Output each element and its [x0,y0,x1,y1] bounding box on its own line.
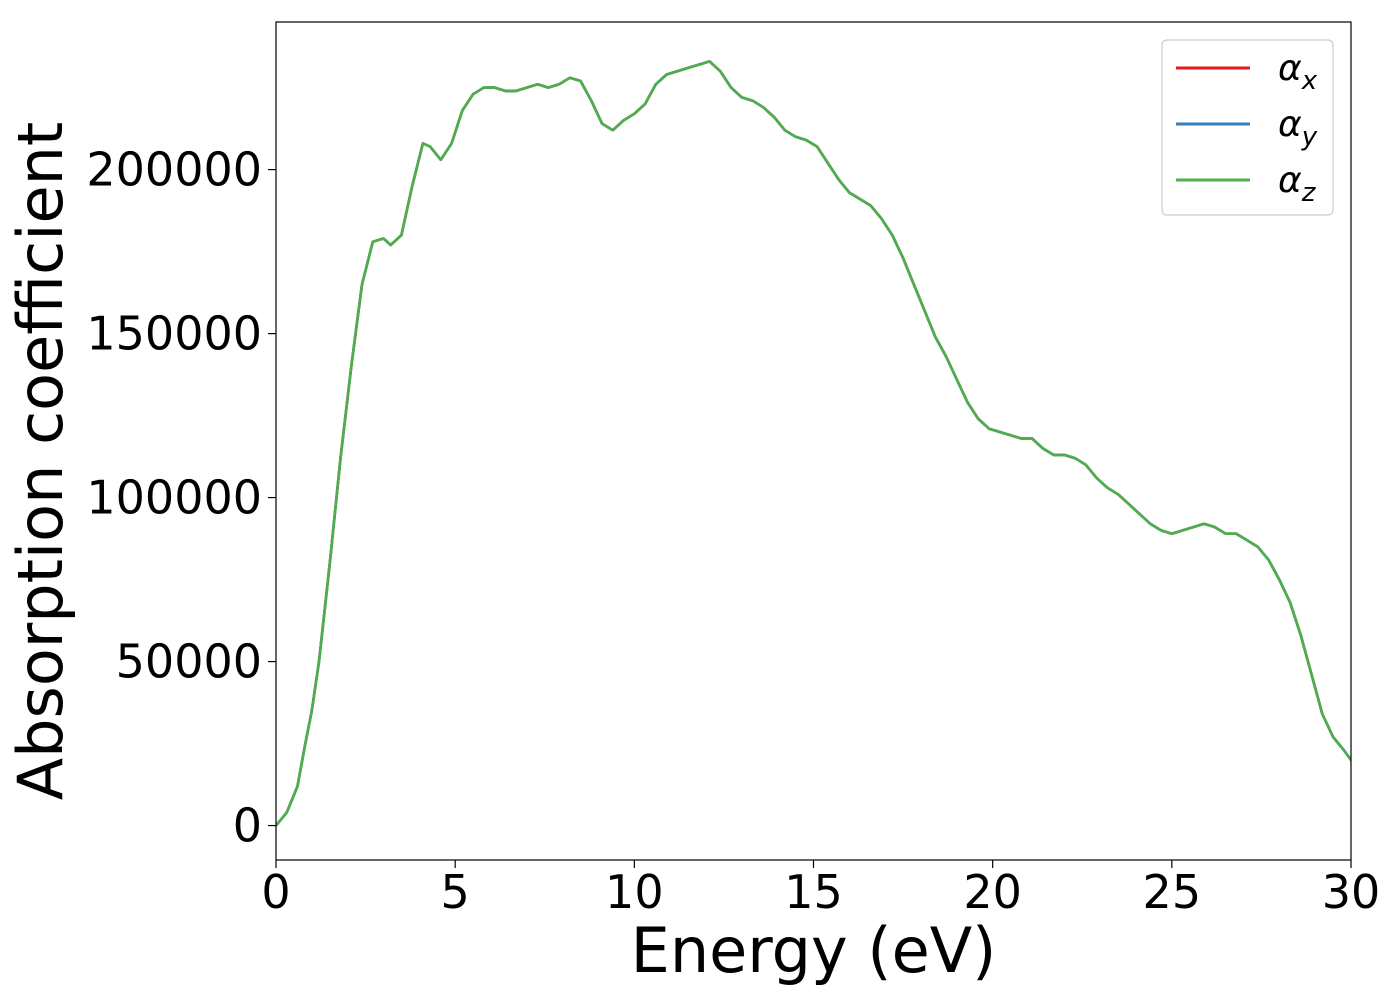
x-tick-label: 5 [441,865,470,919]
y-tick-label: 50000 [116,635,262,689]
legend-label-y: αy [1278,104,1318,152]
series-layer [276,60,1351,827]
y-axis: 0 50000 100000 150000 200000 [86,143,276,853]
legend: αx αy αz [1161,39,1334,216]
x-tick-label: 20 [963,865,1022,919]
y-axis-label: Absorption coefficient [4,122,77,801]
legend-label-z: αz [1278,160,1317,208]
y-tick-label: 200000 [86,143,262,197]
y-tick-label: 0 [233,799,262,853]
legend-label-x: αx [1278,48,1318,96]
legend-box [1161,39,1334,216]
x-tick-label: 15 [784,865,843,919]
y-tick-label: 150000 [86,307,262,361]
x-tick-label: 30 [1322,865,1381,919]
x-axis-label: Energy (eV) [631,914,997,987]
y-tick-label: 100000 [86,471,262,525]
series-line-z [276,60,1351,827]
x-tick-label: 10 [605,865,664,919]
x-tick-label: 25 [1143,865,1202,919]
x-tick-label: 0 [261,865,290,919]
x-axis: 0 5 10 15 20 25 30 [261,860,1380,919]
